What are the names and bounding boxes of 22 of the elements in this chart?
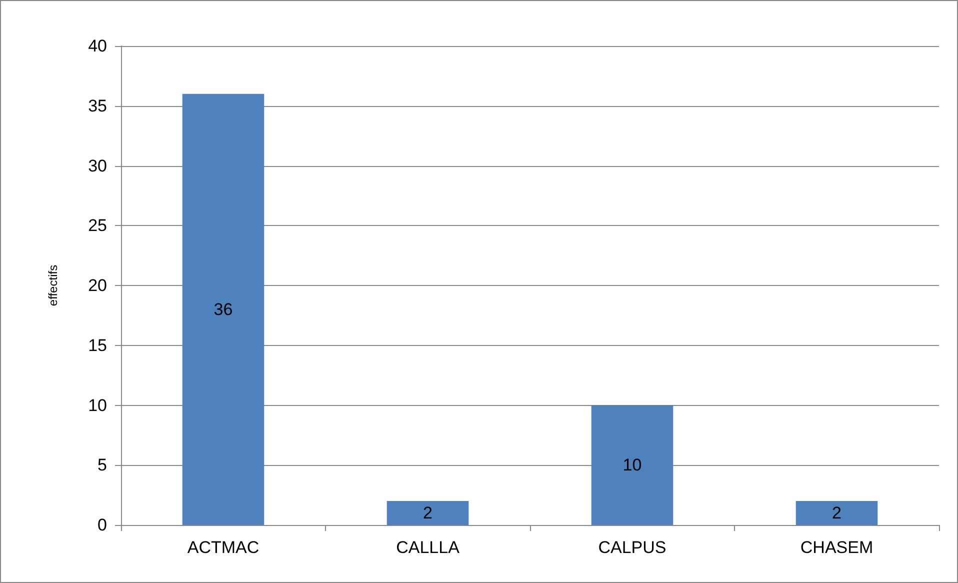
x-tick-label: CALPUS <box>598 538 666 557</box>
bar <box>386 501 469 525</box>
y-tick-label: 5 <box>98 456 107 475</box>
data-label: 2 <box>832 504 842 523</box>
y-tick-label: 10 <box>88 396 107 415</box>
x-tick-label: CHASEM <box>800 538 874 557</box>
y-tick-label: 0 <box>98 516 107 534</box>
y-tick-label: 30 <box>88 156 107 176</box>
x-tick-label: ACTMAC <box>187 538 260 557</box>
data-label: 2 <box>423 504 432 523</box>
x-tick-label: CALLLA <box>396 538 460 557</box>
data-label: 10 <box>622 456 642 475</box>
bar <box>182 94 264 525</box>
bar <box>591 405 674 525</box>
bar <box>796 501 878 525</box>
y-tick-label: 15 <box>88 336 107 355</box>
y-tick-label: 25 <box>88 216 107 236</box>
data-label: 36 <box>214 300 233 319</box>
y-tick-label: 40 <box>88 36 107 56</box>
y-tick-label: 20 <box>88 276 107 295</box>
y-axis-title: effectifs <box>46 264 60 306</box>
y-tick-label: 35 <box>88 96 107 116</box>
